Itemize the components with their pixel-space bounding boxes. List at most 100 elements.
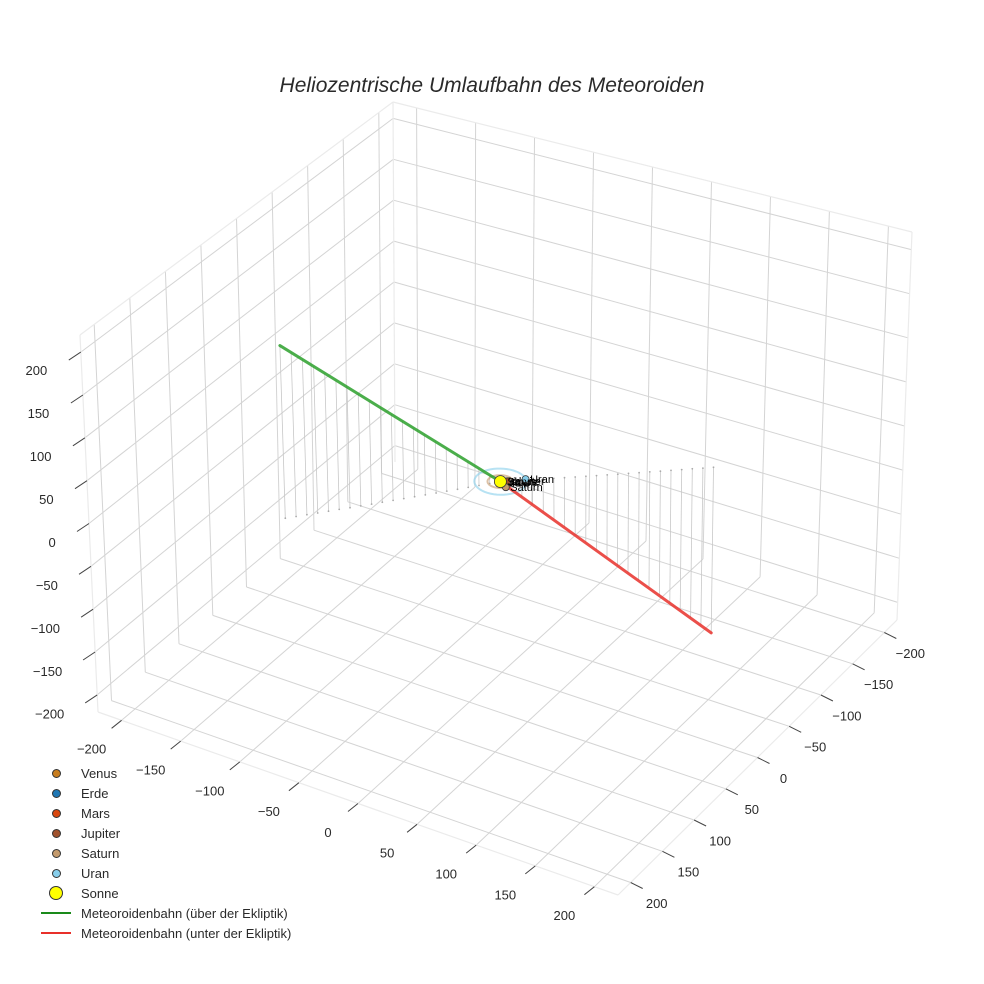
legend-item[interactable]: Meteoroidenbahn (über der Ekliptik) — [36, 903, 291, 923]
x-tick — [584, 886, 595, 896]
drop-line — [648, 471, 651, 588]
grid-line — [164, 271, 180, 644]
legend-item[interactable]: Sonne — [36, 883, 291, 903]
x-tick — [229, 761, 241, 771]
grid-line — [88, 281, 395, 524]
box-edge — [896, 231, 913, 621]
grid-line — [84, 199, 394, 439]
z-tick — [68, 351, 82, 361]
y-tick-label: 50 — [745, 802, 759, 817]
x-tick — [111, 719, 122, 729]
drop-point — [702, 467, 704, 469]
drop-point — [456, 488, 459, 491]
drop-line — [313, 366, 319, 514]
z-tick-label: −200 — [35, 707, 64, 722]
x-tick-label: −50 — [258, 804, 280, 819]
z-tick — [84, 694, 98, 704]
dot-swatch — [49, 886, 63, 901]
y-tick-label: −200 — [896, 646, 925, 661]
drop-point — [306, 513, 308, 516]
legend-marker-icon — [36, 844, 76, 864]
y-tick — [757, 757, 770, 764]
y-tick — [693, 819, 707, 827]
z-tick — [76, 523, 90, 532]
drop-point — [659, 470, 662, 473]
drop-point — [349, 506, 351, 509]
z-tick — [70, 394, 84, 404]
z-tick-label: 150 — [28, 406, 50, 421]
drop-line — [302, 359, 308, 515]
drop-point — [478, 484, 480, 487]
legend-label: Erde — [81, 786, 109, 802]
axis-ticks: −200 −150 −100 −50 0 50 100 150 200 −200 −150 −100 −… — [25, 351, 925, 923]
x-tick — [465, 844, 477, 854]
drop-line — [357, 393, 362, 506]
drop-point — [381, 501, 384, 504]
drop-point — [295, 515, 297, 518]
trajectory-line[interactable] — [278, 344, 502, 484]
legend-item[interactable]: Venus — [36, 764, 291, 784]
grid-line — [416, 558, 704, 825]
drop-line — [390, 413, 394, 501]
z-tick-label: 50 — [39, 492, 53, 507]
dot-swatch — [51, 849, 61, 859]
drop-line — [445, 447, 448, 492]
drop-point — [563, 476, 566, 479]
grid-line — [393, 240, 907, 383]
legend-item[interactable]: Jupiter — [36, 824, 291, 844]
x-tick — [347, 803, 359, 812]
drop-point — [712, 466, 715, 469]
grid-line — [111, 700, 631, 883]
legend: Venus Erde Mars Jupiter Saturn Uran Sonne Meteo… — [36, 764, 291, 943]
y-tick — [788, 725, 802, 733]
x-tick-label: 150 — [494, 887, 516, 902]
legend-item[interactable]: Meteoroidenbahn (unter der Ekliptik) — [36, 923, 291, 943]
chart-title: Heliozentrische Umlaufbahn des Meteoroid… — [279, 74, 705, 97]
drop-line — [679, 469, 683, 611]
drop-point — [370, 503, 373, 505]
z-tick — [78, 565, 92, 575]
legend-item[interactable]: Saturn — [36, 844, 291, 864]
drop-point — [327, 510, 330, 513]
box-edge — [392, 101, 913, 233]
drop-point — [552, 477, 555, 480]
drop-point — [359, 505, 362, 507]
z-tick-label: 200 — [25, 363, 47, 378]
marker-sonne[interactable] — [493, 475, 507, 489]
legend-item[interactable]: Uran — [36, 863, 291, 883]
grid-line — [212, 614, 726, 790]
legend-item[interactable]: Erde — [36, 784, 291, 804]
trajectory-line[interactable] — [498, 480, 713, 635]
x-tick — [524, 865, 536, 875]
axis-grid — [79, 101, 913, 896]
dot-swatch — [51, 789, 61, 799]
drop-point — [691, 467, 694, 470]
x-tick-label: 0 — [324, 825, 331, 840]
drop-lines — [279, 345, 715, 633]
meteoroid-trajectory[interactable] — [278, 344, 713, 635]
drop-line — [324, 372, 329, 512]
marker-uran[interactable] — [521, 475, 530, 484]
drop-point — [392, 499, 394, 502]
grid-line — [80, 117, 394, 353]
drop-line — [412, 427, 415, 497]
grid-line — [645, 166, 653, 542]
legend-label: Venus — [81, 766, 118, 782]
box-edge — [392, 101, 396, 463]
grid-line — [145, 671, 663, 852]
drop-point — [627, 472, 630, 475]
legend-marker-icon — [36, 804, 76, 824]
orbit-uran — [473, 467, 528, 496]
dot-swatch — [51, 769, 61, 779]
y-tick-label: 100 — [709, 833, 731, 848]
legend-label: Saturn — [81, 846, 120, 861]
legend-marker-icon — [36, 863, 76, 883]
legend-item[interactable]: Mars — [36, 804, 291, 824]
drop-point — [606, 474, 609, 476]
drop-point — [638, 471, 640, 474]
drop-line — [379, 407, 383, 503]
x-tick-label: 200 — [554, 908, 576, 923]
grid-line — [702, 181, 712, 560]
